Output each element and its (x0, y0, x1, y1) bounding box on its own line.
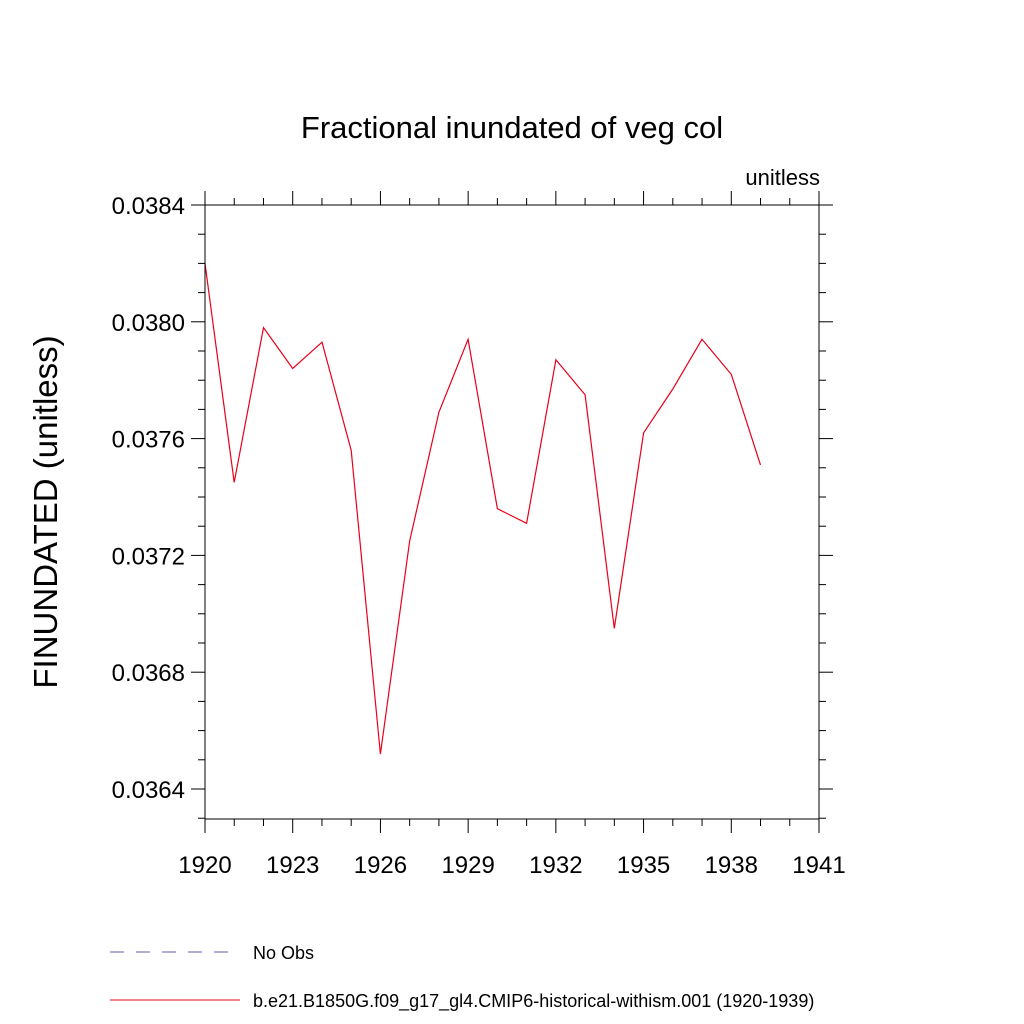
units-label: unitless (745, 165, 820, 190)
x-axis: 1920 1923 1926 1929 1932 1935 1938 1941 (178, 191, 846, 879)
legend-label: b.e21.B1850G.f09_g17_gl4.CMIP6-historica… (253, 991, 814, 1012)
y-axis: 0.0364 0.0368 0.0372 0.0376 0.0380 0.0384 (112, 193, 833, 819)
x-tick-label: 1923 (266, 852, 319, 879)
series-line (204, 263, 762, 755)
legend: No Obs b.e21.B1850G.f09_g17_gl4.CMIP6-his… (110, 943, 814, 1012)
x-tick-label: 1920 (178, 852, 231, 879)
y-tick-label: 0.0368 (112, 660, 185, 687)
y-tick-label: 0.0364 (112, 777, 185, 804)
plot-frame (204, 204, 820, 820)
x-tick-label: 1938 (705, 852, 758, 879)
x-tick-label: 1941 (792, 852, 845, 879)
legend-label: No Obs (253, 943, 314, 963)
series-layer (204, 263, 762, 755)
chart-title: Fractional inundated of veg col (301, 110, 723, 145)
x-tick-label: 1929 (441, 852, 494, 879)
y-tick-label: 0.0376 (112, 427, 185, 454)
y-tick-label: 0.0384 (112, 193, 185, 220)
y-tick-label: 0.0380 (112, 310, 185, 337)
x-tick-label: 1932 (529, 852, 582, 879)
y-tick-label: 0.0372 (112, 543, 185, 570)
x-tick-label: 1935 (617, 852, 670, 879)
x-tick-label: 1926 (354, 852, 407, 879)
y-axis-label: FINUNDATED (unitless) (27, 335, 64, 688)
